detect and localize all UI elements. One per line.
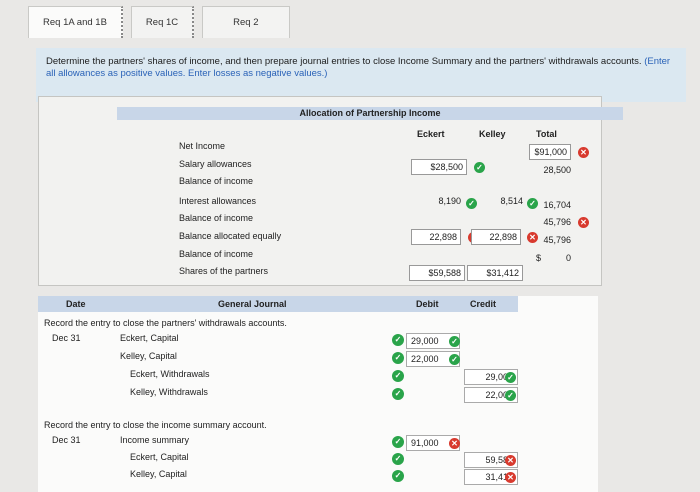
x-icon: ✕ [505, 455, 516, 466]
column-total: Total [536, 129, 557, 139]
entry2-date: Dec 31 [52, 435, 81, 445]
entry2-credit-2-input[interactable]: 59,588 [464, 452, 518, 468]
entry2-account-3[interactable]: Kelley, Capital [130, 469, 187, 479]
allocated-eckert-input[interactable]: 22,898 [411, 229, 461, 245]
header-credit: Credit [470, 299, 497, 309]
entry1-account-3[interactable]: Eckert, Withdrawals [130, 369, 210, 379]
check-icon: ✓ [466, 198, 477, 209]
header-general-journal: General Journal [218, 299, 287, 309]
column-eckert: Eckert [417, 129, 445, 139]
entry1-account-4[interactable]: Kelley, Withdrawals [130, 387, 208, 397]
journal-header-bar: Date General Journal [38, 296, 408, 312]
row-label-shares: Shares of the partners [179, 266, 269, 276]
check-icon: ✓ [474, 162, 485, 173]
allocated-total: 45,796 [543, 235, 571, 245]
check-icon: ✓ [392, 370, 404, 382]
entry2-account-2[interactable]: Eckert, Capital [130, 452, 189, 462]
x-icon: ✕ [578, 147, 589, 158]
tab-bar: Req 1A and 1B Req 1C Req 2 [28, 6, 290, 38]
entry1-account-2[interactable]: Kelley, Capital [120, 351, 177, 361]
interest-total: 16,704 [543, 200, 571, 210]
entry1-account-1[interactable]: Eckert, Capital [120, 333, 179, 343]
check-icon: ✓ [392, 453, 404, 465]
check-icon: ✓ [505, 390, 516, 401]
balance-3-total: $ 0 [535, 253, 571, 263]
interest-eckert: 8,190 [438, 196, 461, 206]
check-icon: ✓ [505, 372, 516, 383]
instructions-panel: Determine the partners' shares of income… [36, 48, 686, 102]
entry2-account-1[interactable]: Income summary [120, 435, 190, 445]
general-journal: Date General Journal Debit Credit Record… [38, 296, 598, 492]
x-icon: ✕ [527, 232, 538, 243]
entry1-credit-3-input[interactable]: 29,000 [464, 369, 518, 385]
check-icon: ✓ [392, 352, 404, 364]
shares-eckert-input[interactable]: $59,588 [409, 265, 465, 281]
check-icon: ✓ [392, 436, 404, 448]
allocated-kelley-input[interactable]: 22,898 [471, 229, 521, 245]
x-icon: ✕ [578, 217, 589, 228]
allocation-title: Allocation of Partnership Income [117, 107, 623, 120]
check-icon: ✓ [392, 388, 404, 400]
row-label-salary: Salary allowances [179, 159, 252, 169]
row-label-balance-3: Balance of income [179, 249, 254, 259]
entry1-credit-4-input[interactable]: 22,000 [464, 387, 518, 403]
header-date: Date [66, 299, 86, 309]
balance-2-total: 45,796 [543, 217, 571, 227]
entry2-description: Record the entry to close the income sum… [44, 420, 267, 430]
row-label-interest: Interest allowances [179, 196, 257, 206]
header-debit: Debit [416, 299, 439, 309]
check-icon: ✓ [527, 198, 538, 209]
tab-req-1a-1b[interactable]: Req 1A and 1B [28, 6, 123, 38]
shares-kelley-input[interactable]: $31,412 [467, 265, 523, 281]
column-kelley: Kelley [479, 129, 506, 139]
x-icon: ✕ [505, 472, 516, 483]
entry1-date: Dec 31 [52, 333, 81, 343]
salary-total: 28,500 [543, 165, 571, 175]
row-label-balance-2: Balance of income [179, 213, 254, 223]
tab-req-2[interactable]: Req 2 [202, 6, 290, 38]
row-label-net-income: Net Income [179, 141, 226, 151]
row-label-allocated: Balance allocated equally [179, 231, 282, 241]
allocation-table: Allocation of Partnership Income Eckert … [38, 96, 623, 286]
salary-eckert-input[interactable]: $28,500 [411, 159, 467, 175]
net-income-total-input[interactable]: $91,000 [529, 144, 571, 160]
check-icon: ✓ [449, 354, 460, 365]
instructions-hint: (Enter all allowances as positive values… [46, 56, 671, 79]
instructions-text: Determine the partners' shares of income… [46, 56, 642, 67]
x-icon: ✕ [449, 438, 460, 449]
interest-kelley: 8,514 [500, 196, 523, 206]
check-icon: ✓ [392, 334, 404, 346]
entry2-credit-3-input[interactable]: 31,412 [464, 469, 518, 485]
entry1-description: Record the entry to close the partners' … [44, 318, 287, 328]
tab-req-1c[interactable]: Req 1C [130, 6, 195, 38]
row-label-balance-1: Balance of income [179, 176, 254, 186]
check-icon: ✓ [449, 336, 460, 347]
check-icon: ✓ [392, 470, 404, 482]
